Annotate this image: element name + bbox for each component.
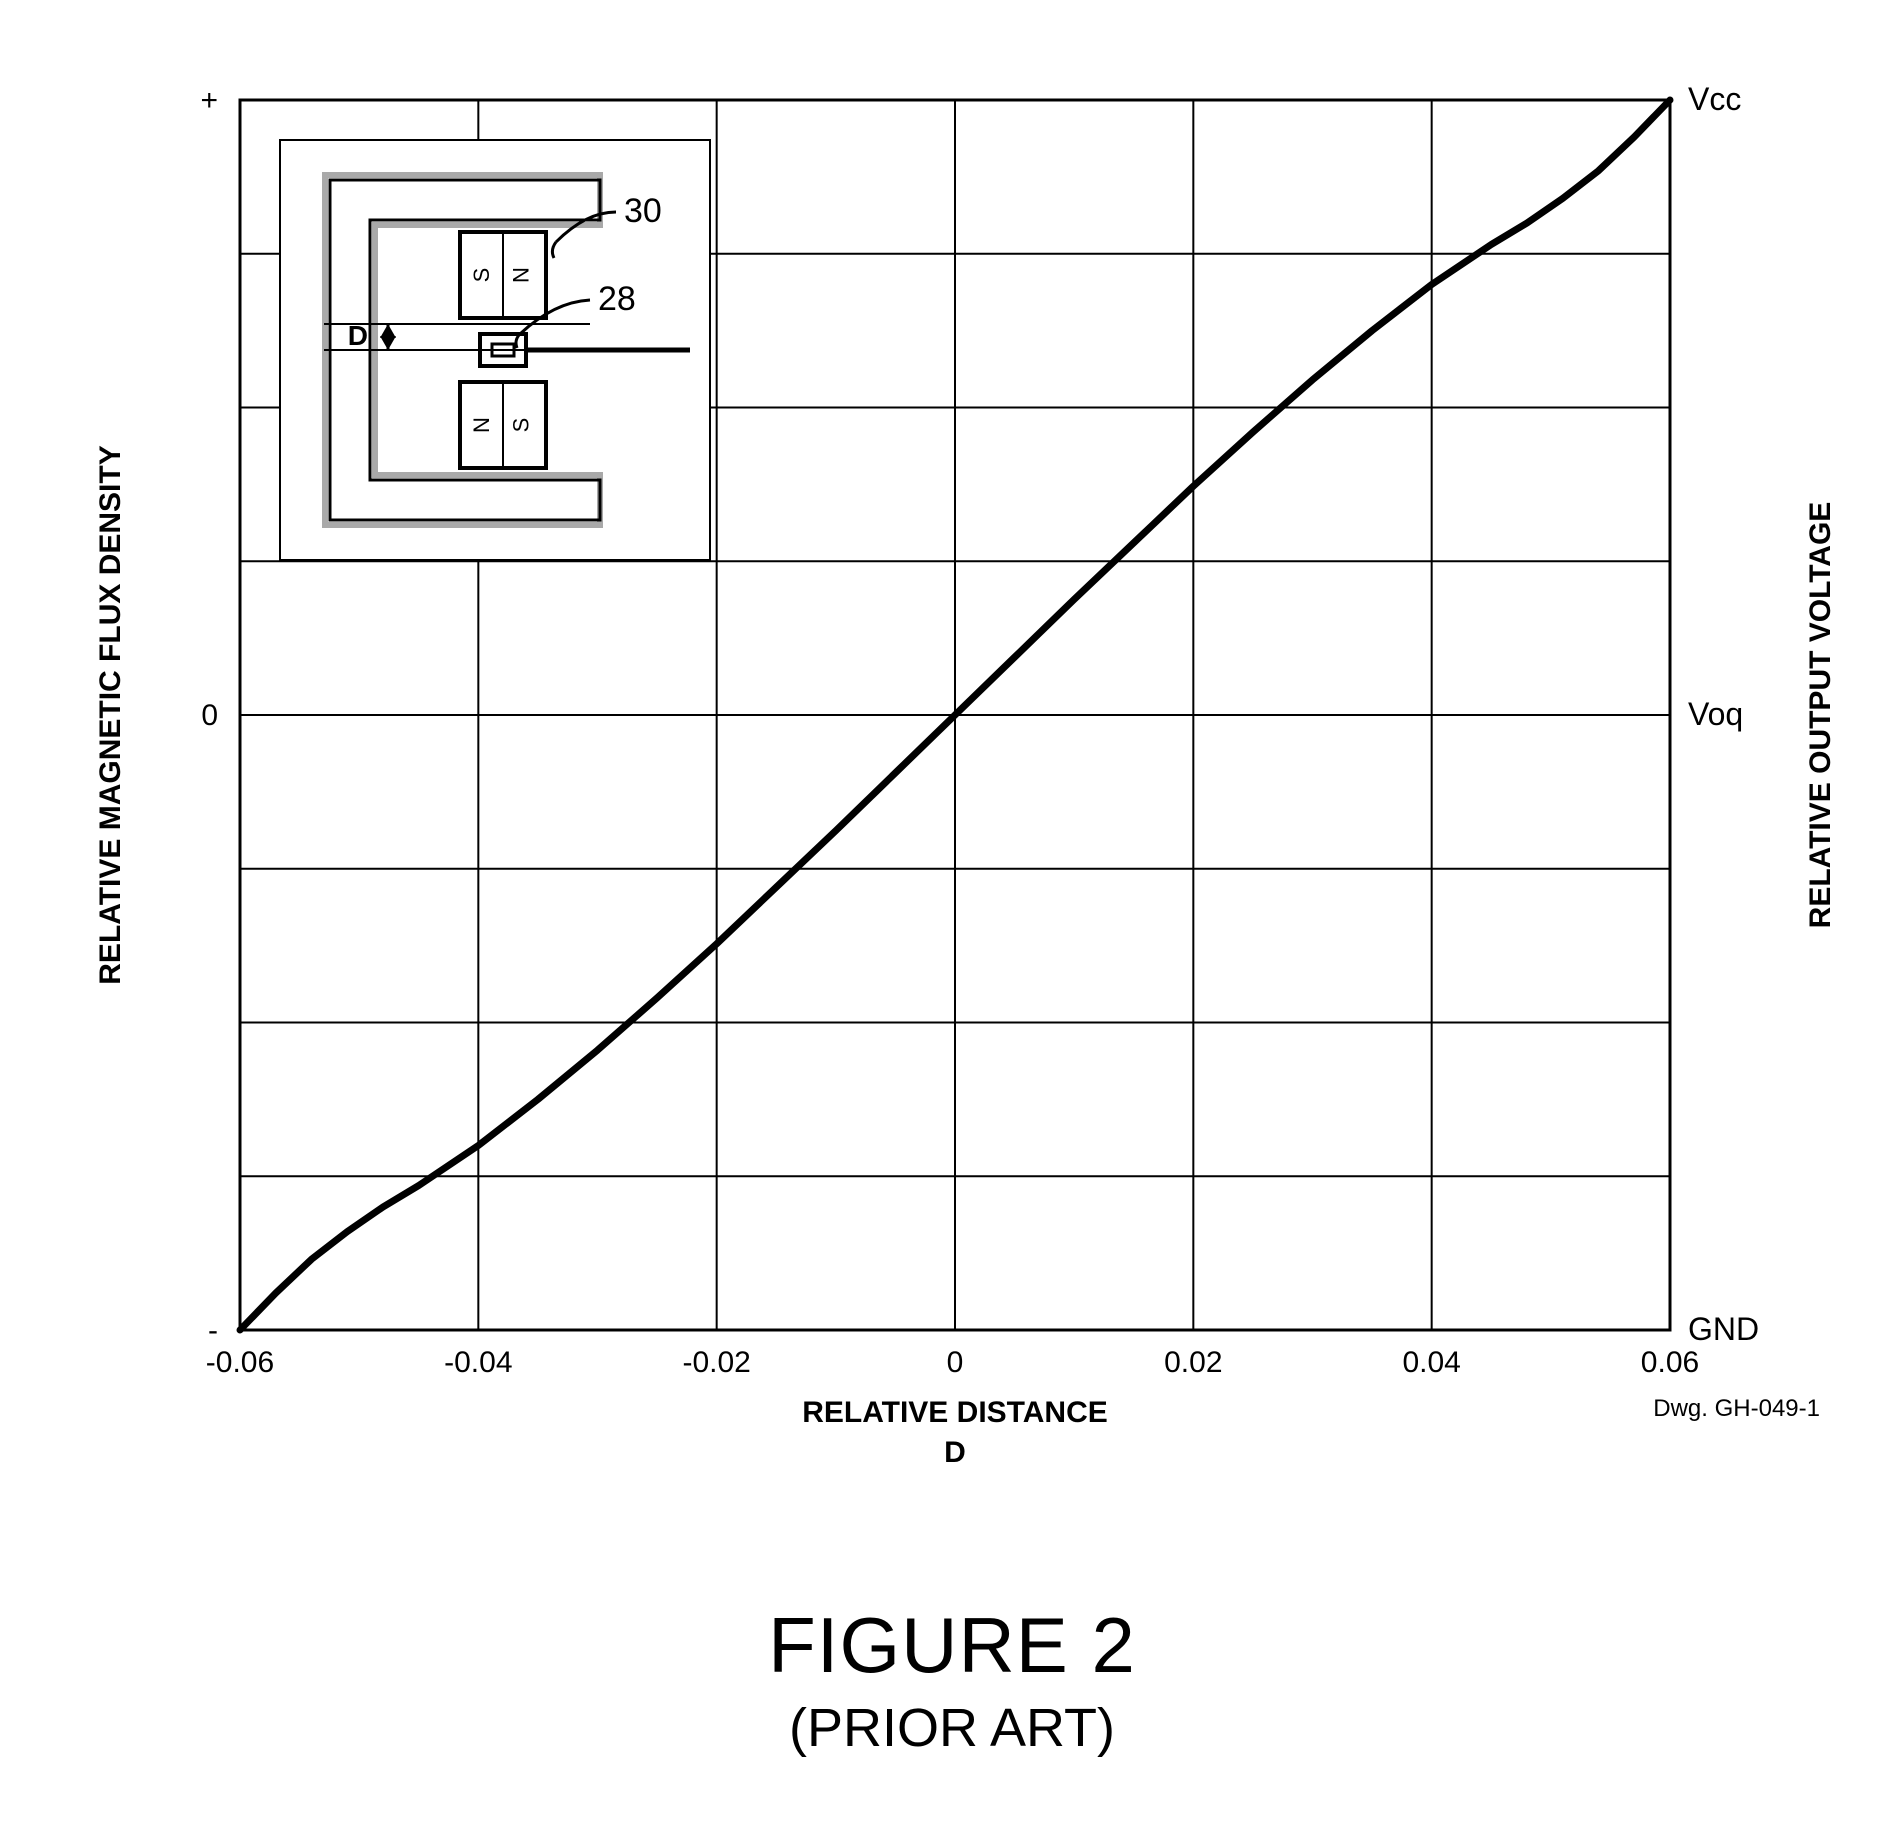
page: -0.06 -0.04 -0.02 0 0.02 0.04 0.06 - 0 + GND Voq Vcc… bbox=[0, 0, 1904, 1824]
chart-svg: -0.06 -0.04 -0.02 0 0.02 0.04 0.06 - 0 + GND Voq Vcc… bbox=[0, 0, 1904, 1560]
svg-text:-0.02: -0.02 bbox=[682, 1346, 750, 1379]
svg-text:0.06: 0.06 bbox=[1641, 1346, 1699, 1379]
svg-text:D: D bbox=[348, 320, 368, 351]
svg-text:RELATIVE DISTANCE: RELATIVE DISTANCE bbox=[802, 1396, 1108, 1429]
svg-text:N: N bbox=[509, 267, 534, 283]
svg-text:GND: GND bbox=[1688, 1311, 1759, 1347]
svg-text:30: 30 bbox=[624, 192, 662, 230]
svg-text:0: 0 bbox=[201, 699, 218, 732]
svg-text:0.02: 0.02 bbox=[1164, 1346, 1222, 1379]
svg-text:-: - bbox=[208, 1314, 218, 1347]
svg-text:Voq: Voq bbox=[1688, 696, 1743, 732]
svg-text:Vcc: Vcc bbox=[1688, 81, 1741, 117]
svg-text:S: S bbox=[469, 268, 494, 283]
figure-title: FIGURE 2 bbox=[0, 1600, 1904, 1691]
svg-text:0.04: 0.04 bbox=[1402, 1346, 1460, 1379]
figure-title-block: FIGURE 2 (PRIOR ART) bbox=[0, 1600, 1904, 1759]
svg-text:S: S bbox=[509, 418, 534, 433]
svg-text:Dwg. GH-049-1: Dwg. GH-049-1 bbox=[1653, 1395, 1820, 1422]
svg-text:28: 28 bbox=[598, 280, 636, 318]
svg-text:RELATIVE MAGNETIC FLUX DENSITY: RELATIVE MAGNETIC FLUX DENSITY bbox=[94, 445, 127, 984]
svg-text:N: N bbox=[469, 417, 494, 433]
svg-text:+: + bbox=[200, 84, 218, 117]
svg-text:RELATIVE OUTPUT VOLTAGE: RELATIVE OUTPUT VOLTAGE bbox=[1804, 502, 1837, 929]
svg-text:D: D bbox=[944, 1436, 966, 1469]
svg-text:-0.06: -0.06 bbox=[206, 1346, 274, 1379]
svg-text:0: 0 bbox=[947, 1346, 964, 1379]
figure-subtitle: (PRIOR ART) bbox=[0, 1697, 1904, 1759]
svg-text:-0.04: -0.04 bbox=[444, 1346, 512, 1379]
